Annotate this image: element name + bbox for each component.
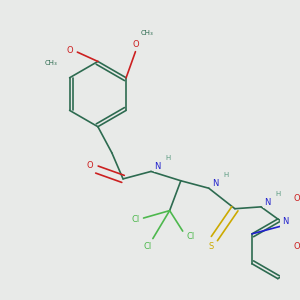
Text: O: O — [132, 40, 139, 49]
Text: O⁻: O⁻ — [293, 242, 300, 251]
Text: CH₃: CH₃ — [45, 60, 58, 66]
Text: H: H — [165, 155, 170, 161]
Text: CH₃: CH₃ — [140, 30, 153, 36]
Text: S: S — [208, 242, 213, 250]
Text: O: O — [86, 161, 93, 170]
Text: H: H — [223, 172, 228, 178]
Text: N: N — [212, 179, 218, 188]
Text: N: N — [154, 162, 161, 171]
Text: Cl: Cl — [132, 215, 140, 224]
Text: O: O — [293, 194, 300, 203]
Text: O: O — [67, 46, 73, 55]
Text: N: N — [282, 217, 289, 226]
Text: Cl: Cl — [186, 232, 194, 241]
Text: H: H — [275, 191, 280, 197]
Text: Cl: Cl — [143, 242, 152, 250]
Text: N: N — [264, 198, 271, 207]
